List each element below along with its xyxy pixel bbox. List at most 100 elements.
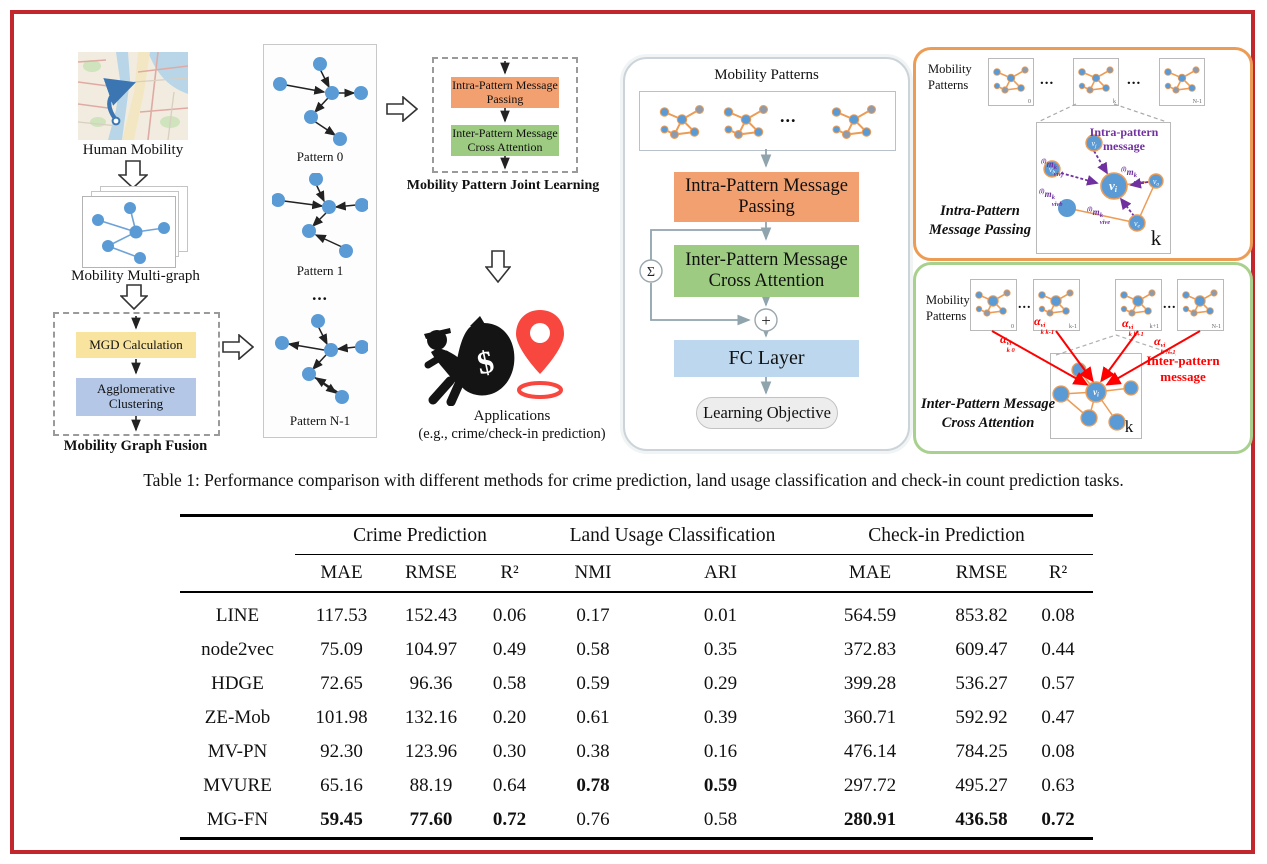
- sub-header-row: MAE RMSE R² NMI ARI MAE RMSE R²: [180, 554, 1093, 593]
- figure-red-frame: [10, 10, 1255, 854]
- value-cell: 476.14: [843, 741, 897, 762]
- value-cell: 0.06: [492, 605, 527, 626]
- strip-ellipsis: ...: [780, 106, 797, 126]
- flow-arrow: [131, 416, 141, 432]
- value-cell: 609.47: [955, 639, 1008, 660]
- inter-attention-arrows: [991, 330, 1201, 386]
- inter-panel-title: Inter-Pattern Message Cross Attention: [920, 396, 1056, 431]
- value-cell: 0.72: [1041, 809, 1075, 830]
- down-arrow-icon: [120, 284, 148, 310]
- value-cell: 0.29: [703, 673, 738, 694]
- group-checkin: Check-in Prediction: [800, 515, 1093, 555]
- pattern-0-label: Pattern 0: [296, 149, 344, 164]
- applications-sublabel: (e.g., crime/check-in prediction): [418, 426, 606, 442]
- pattern-k-label: k: [1151, 226, 1162, 250]
- col-r2-2: R²: [1023, 554, 1093, 593]
- value-cell: 436.58: [955, 809, 1008, 830]
- value-cell: 536.27: [955, 673, 1008, 694]
- performance-table: Crime Prediction Land Usage Classificati…: [180, 514, 1093, 840]
- pattern-1-label: Pattern 1: [296, 263, 344, 278]
- mini-graph: [1037, 288, 1074, 318]
- method-cell: MVURE: [203, 775, 272, 796]
- location-pin-icon: [516, 310, 564, 399]
- method-cell: HDGE: [211, 673, 264, 694]
- sigma-symbol: Σ: [647, 265, 655, 280]
- value-cell: 0.58: [576, 639, 610, 660]
- right-arrow-icon: [222, 334, 254, 360]
- pattern-thumb: 0: [988, 58, 1034, 106]
- method-cell: MV-PN: [207, 741, 268, 762]
- value-cell: 372.83: [843, 639, 897, 660]
- col-rmse: RMSE: [388, 554, 474, 593]
- value-cell: 88.19: [409, 775, 453, 796]
- pipeline-objective-pill: Learning Objective: [696, 397, 838, 429]
- node-vb-label: vb: [1049, 165, 1056, 176]
- inter-pattern-panel: Mobility Patterns 0 ... k-1 k+1 ... N-1 …: [913, 262, 1253, 454]
- table-row: LINE 117.53 152.43 0.06 0.17 0.01 564.59 853.82…: [180, 592, 1093, 633]
- intra-zoom-lines: [1037, 103, 1168, 123]
- agglomerative-clustering-box: Agglomerative Clustering: [76, 378, 196, 416]
- value-cell: 0.39: [703, 707, 738, 728]
- value-cell: 65.16: [320, 775, 363, 796]
- value-cell: 280.91: [843, 809, 897, 830]
- alpha-kk1-label: α vi k k-1: [1034, 314, 1055, 336]
- col-mae2: MAE: [800, 554, 940, 593]
- node-ve-label: ve: [1134, 219, 1141, 230]
- multigraph-image: [92, 202, 170, 264]
- value-cell: 72.65: [320, 673, 363, 694]
- burglar-icon: $: [424, 316, 515, 406]
- intra-detail-graph: vj vb va ve vi k: [1043, 134, 1164, 250]
- mobility-graph-fusion-box: MGD Calculation Agglomerative Clustering: [53, 312, 220, 436]
- col-mae: MAE: [295, 554, 388, 593]
- value-cell: 297.72: [843, 775, 897, 796]
- table-row: MV-PN 92.30 123.96 0.30 0.38 0.16 476.14 784.25…: [180, 735, 1093, 769]
- pipeline-title: Mobility Patterns: [714, 67, 819, 83]
- node-va-label: va: [1153, 177, 1160, 188]
- mini-graph: [974, 288, 1012, 318]
- value-cell: 0.64: [492, 775, 527, 796]
- value-cell: 0.44: [1041, 639, 1075, 660]
- col-nmi: NMI: [545, 554, 641, 593]
- down-arrow-icon: [485, 250, 511, 284]
- node-vi-label: vi: [1109, 178, 1118, 194]
- patterns-ellipsis: ...: [312, 285, 328, 304]
- mini-graph: [1119, 288, 1156, 318]
- value-cell: 495.27: [955, 775, 1008, 796]
- value-cell: 0.01: [703, 605, 738, 626]
- pipeline-intra-box: Intra-Pattern Message Passing: [674, 172, 859, 222]
- plus-symbol: +: [761, 311, 771, 330]
- table-row: ZE-Mob 101.98 132.16 0.20 0.61 0.39 360.71 592.…: [180, 701, 1093, 735]
- thumb-index: 0: [1011, 324, 1014, 330]
- results-table: Crime Prediction Land Usage Classificati…: [180, 514, 1093, 840]
- value-cell: 77.60: [409, 809, 453, 830]
- value-cell: 0.58: [492, 673, 527, 694]
- inter-message-label: Inter-pattern message: [1146, 353, 1220, 385]
- joint-learning-label: Mobility Pattern Joint Learning: [406, 178, 600, 193]
- down-arrow-icon: [118, 160, 148, 190]
- inter-node-vi-label: vi: [1093, 387, 1099, 399]
- value-cell: 0.08: [1041, 605, 1075, 626]
- method-cell: MG-FN: [206, 809, 269, 830]
- pipeline-fc-box: FC Layer: [674, 340, 859, 377]
- value-cell: 96.36: [409, 673, 453, 694]
- value-cell: 0.72: [492, 809, 527, 830]
- dollar-sign: $: [474, 343, 497, 382]
- thumb-index: k: [1113, 99, 1116, 105]
- pattern-1-graph: [272, 173, 368, 258]
- group-crime: Crime Prediction: [295, 515, 545, 555]
- msg-label-vb: (l)m k vivb: [1039, 189, 1063, 208]
- msg-label-vj: (l)m k vivj: [1041, 159, 1064, 178]
- value-cell: 0.49: [492, 639, 527, 660]
- value-cell: 0.30: [492, 741, 527, 762]
- group-header-row: Crime Prediction Land Usage Classificati…: [180, 515, 1093, 555]
- value-cell: 0.78: [576, 775, 610, 796]
- empty-header: [180, 554, 295, 593]
- mobility-multigraph-stack: [82, 186, 192, 268]
- thumb-index: N-1: [1211, 324, 1221, 330]
- value-cell: 0.08: [1041, 741, 1075, 762]
- value-cell: 117.53: [315, 605, 368, 626]
- value-cell: 853.82: [955, 605, 1008, 626]
- method-cell: ZE-Mob: [204, 707, 271, 728]
- inter-patterns-label: Mobility Patterns: [926, 293, 970, 323]
- method-cell: node2vec: [201, 639, 274, 660]
